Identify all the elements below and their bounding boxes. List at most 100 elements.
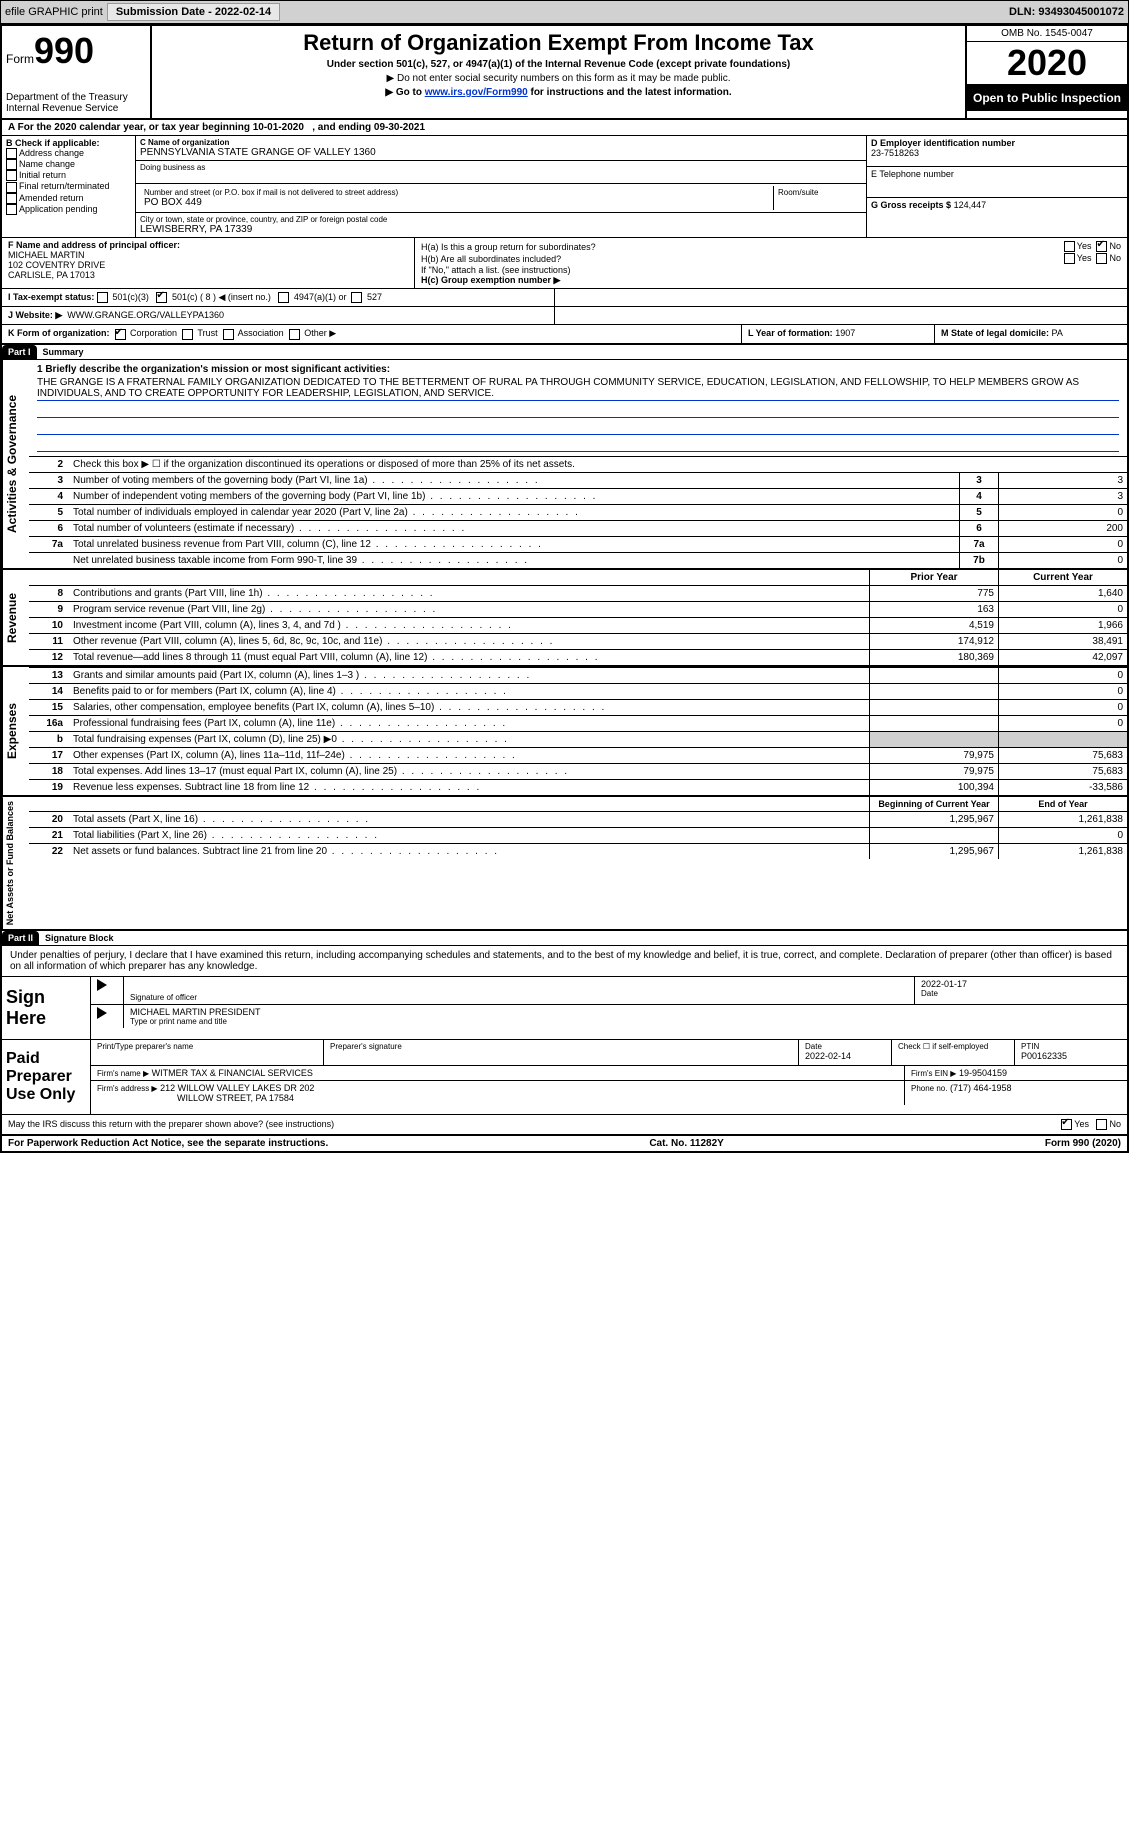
state-domicile-label: M State of legal domicile: [941, 328, 1049, 338]
preparer-name-label: Print/Type preparer's name [97, 1042, 317, 1051]
arrow-icon [97, 979, 107, 991]
footer-pra: For Paperwork Reduction Act Notice, see … [8, 1138, 328, 1149]
dln-label: DLN: 93493045001072 [1009, 6, 1124, 18]
footer-form: Form 990 (2020) [1045, 1138, 1121, 1149]
phone-label: E Telephone number [871, 169, 1123, 179]
addr-label: Number and street (or P.O. box if mail i… [144, 188, 769, 197]
period-row: A For the 2020 calendar year, or tax yea… [2, 120, 1127, 136]
form990-link[interactable]: www.irs.gov/Form990 [425, 87, 528, 98]
mission-question: 1 Briefly describe the organization's mi… [37, 364, 1119, 375]
mission-blank-3 [37, 439, 1119, 452]
eoy-hdr: End of Year [999, 797, 1128, 812]
chk-hb-yes[interactable] [1064, 253, 1075, 264]
addr-value: PO BOX 449 [144, 197, 769, 208]
chk-501c3[interactable] [97, 292, 108, 303]
dept-treasury: Department of the Treasury Internal Reve… [6, 92, 146, 114]
chk-initial-return[interactable] [6, 170, 17, 181]
h-b-label: H(b) Are all subordinates included? [421, 254, 561, 264]
block-f: F Name and address of principal officer:… [2, 238, 415, 288]
chk-address-change[interactable] [6, 148, 17, 159]
chk-corp[interactable] [115, 329, 126, 340]
tax-year: 2020 [967, 42, 1127, 85]
block-h: H(a) Is this a group return for subordin… [415, 238, 1127, 288]
chk-ha-no[interactable] [1096, 241, 1107, 252]
preparer-selfemp: Check ☐ if self-employed [898, 1042, 1008, 1051]
firm-addr-label: Firm's address ▶ [97, 1084, 158, 1093]
state-domicile-value: PA [1052, 328, 1063, 338]
h-a-label: H(a) Is this a group return for subordin… [421, 242, 596, 252]
preparer-sig-label: Preparer's signature [330, 1042, 792, 1051]
header-left: Form990 Department of the Treasury Inter… [2, 26, 152, 118]
current-year-hdr: Current Year [999, 570, 1128, 586]
form-org-label: K Form of organization: [8, 328, 110, 338]
firm-ein: 19-9504159 [959, 1068, 1007, 1078]
part-i-header: Part I [2, 345, 37, 359]
firm-addr1: 212 WILLOW VALLEY LAKES DR 202 [160, 1083, 314, 1093]
chk-hb-no[interactable] [1096, 253, 1107, 264]
block-d-e-g: D Employer identification number 23-7518… [866, 136, 1127, 237]
form-subtitle-1: Under section 501(c), 527, or 4947(a)(1)… [160, 59, 957, 70]
part-ii-header: Part II [2, 931, 39, 945]
ptin-label: PTIN [1021, 1042, 1121, 1051]
website-label: J Website: ▶ [8, 310, 62, 320]
chk-assoc[interactable] [223, 329, 234, 340]
gross-receipts-label: G Gross receipts $ [871, 200, 951, 210]
discuss-question: May the IRS discuss this return with the… [8, 1119, 334, 1130]
website-value: WWW.GRANGE.ORG/VALLEYPA1360 [67, 310, 224, 320]
vlabel-governance: Activities & Governance [2, 360, 29, 568]
paid-preparer-label: Paid Preparer Use Only [2, 1040, 90, 1114]
form-word: Form [6, 52, 34, 66]
chk-501c[interactable] [156, 292, 167, 303]
open-to-public: Open to Public Inspection [967, 85, 1127, 111]
form-subtitle-2: ▶ Do not enter social security numbers o… [160, 73, 957, 84]
goto-post: for instructions and the latest informat… [528, 87, 732, 98]
chk-final-return[interactable] [6, 182, 17, 193]
boy-hdr: Beginning of Current Year [870, 797, 999, 812]
header-mid: Return of Organization Exempt From Incom… [152, 26, 965, 118]
revenue-table: Prior Year Current Year 8Contributions a… [29, 570, 1127, 665]
omb-number: OMB No. 1545-0047 [967, 26, 1127, 42]
arrow-icon-2 [97, 1007, 107, 1019]
chk-527[interactable] [351, 292, 362, 303]
submission-date-btn[interactable]: Submission Date - 2022-02-14 [107, 3, 280, 21]
firm-ein-label: Firm's EIN ▶ [911, 1069, 956, 1078]
expenses-table: 13Grants and similar amounts paid (Part … [29, 667, 1127, 795]
firm-phone-label: Phone no. [911, 1084, 947, 1093]
chk-discuss-yes[interactable] [1061, 1119, 1072, 1130]
chk-discuss-no[interactable] [1096, 1119, 1107, 1130]
officer-addr2: CARLISLE, PA 17013 [8, 270, 408, 280]
block-b-checkboxes: B Check if applicable: Address change Na… [2, 136, 136, 237]
chk-4947[interactable] [278, 292, 289, 303]
ein-value: 23-7518263 [871, 148, 1123, 158]
efile-topbar: efile GRAPHIC print Submission Date - 20… [0, 0, 1129, 24]
chk-ha-yes[interactable] [1064, 241, 1075, 252]
org-name: PENNSYLVANIA STATE GRANGE OF VALLEY 1360 [140, 147, 862, 158]
officer-name: MICHAEL MARTIN [8, 250, 408, 260]
chk-trust[interactable] [182, 329, 193, 340]
ein-label: D Employer identification number [871, 138, 1123, 148]
ptin-value: P00162335 [1021, 1051, 1121, 1061]
mission-blank-2 [37, 422, 1119, 435]
h-c-label: H(c) Group exemption number ▶ [421, 275, 1121, 286]
org-name-label: C Name of organization [140, 138, 862, 147]
netassets-table: Beginning of Current Year End of Year 20… [29, 797, 1127, 859]
firm-phone: (717) 464-1958 [950, 1083, 1012, 1093]
city-label: City or town, state or province, country… [140, 215, 862, 224]
header-right: OMB No. 1545-0047 2020 Open to Public In… [965, 26, 1127, 118]
chk-app-pending[interactable] [6, 204, 17, 215]
form-title: Return of Organization Exempt From Incom… [160, 30, 957, 56]
officer-addr1: 102 COVENTRY DRIVE [8, 260, 408, 270]
chk-name-change[interactable] [6, 159, 17, 170]
block-b-header: B Check if applicable: [6, 138, 131, 148]
mission-text: THE GRANGE IS A FRATERNAL FAMILY ORGANIZ… [37, 377, 1119, 401]
vlabel-netassets: Net Assets or Fund Balances [2, 797, 29, 929]
sig-officer-label: Signature of officer [130, 993, 908, 1002]
dba-label: Doing business as [140, 163, 862, 172]
preparer-date: 2022-02-14 [805, 1051, 885, 1061]
period-begin: A For the 2020 calendar year, or tax yea… [8, 122, 304, 133]
chk-other[interactable] [289, 329, 300, 340]
chk-amended[interactable] [6, 193, 17, 204]
vlabel-revenue: Revenue [2, 570, 29, 665]
officer-name-title: MICHAEL MARTIN PRESIDENT [130, 1007, 1121, 1017]
officer-label: F Name and address of principal officer: [8, 240, 408, 250]
